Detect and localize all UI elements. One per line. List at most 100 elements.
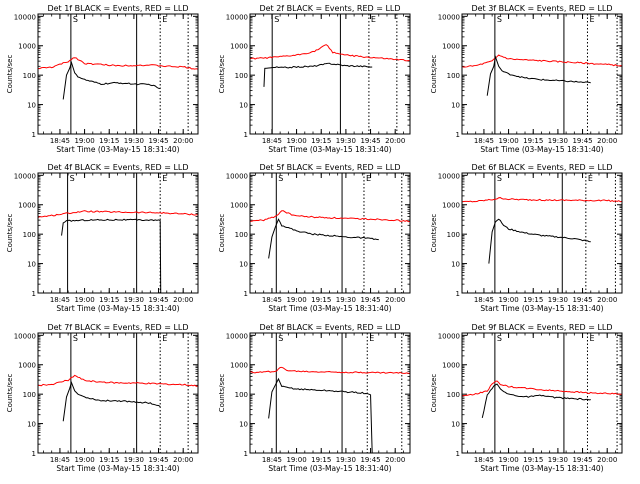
y-tick-label: 100	[447, 391, 460, 399]
lld-series-line	[249, 366, 411, 374]
x-tick-label: 19:00	[74, 296, 94, 304]
panel-6: Det 6f BLACK = Events, RED = LLD 1 10 100 10…	[430, 163, 623, 313]
y-tick-label: 1	[456, 290, 460, 298]
x-tick-label: 20:00	[385, 296, 405, 304]
x-tick-label: 18:45	[262, 137, 282, 145]
y-tick-label: 1	[32, 450, 36, 458]
y-tick-label: 10000	[226, 13, 248, 21]
lld-series-line	[37, 210, 199, 219]
x-tick-label: 19:30	[336, 137, 356, 145]
y-tick-label: 100	[23, 391, 36, 399]
panel-title: Det 3f BLACK = Events, RED = LLD	[471, 4, 612, 13]
panel-title: Det 4f BLACK = Events, RED = LLD	[47, 163, 188, 172]
x-tick-label: 19:00	[74, 137, 94, 145]
end-marker-label: E	[371, 15, 376, 24]
end-marker-label: E	[366, 174, 371, 183]
x-tick-label: 19:45	[360, 456, 380, 464]
end-marker-label: E	[162, 334, 167, 343]
events-series-line	[486, 54, 591, 96]
x-tick-label: 19:30	[336, 456, 356, 464]
y-tick-label: 10	[239, 102, 248, 110]
y-tick-label: 10	[451, 421, 460, 429]
end-marker-label: E	[162, 174, 167, 183]
x-tick-label: 20:00	[597, 456, 617, 464]
plot-frame	[461, 332, 623, 454]
events-series-line	[268, 377, 373, 454]
y-tick-label: 100	[23, 231, 36, 239]
x-tick-label: 19:30	[124, 137, 144, 145]
start-marker-label: S	[73, 15, 78, 24]
y-tick-label: 1000	[442, 362, 460, 370]
y-tick-label: 1	[456, 450, 460, 458]
x-tick-label: 19:45	[148, 137, 168, 145]
panel-title: Det 1f BLACK = Events, RED = LLD	[47, 4, 188, 13]
start-marker-label: S	[70, 174, 75, 183]
y-tick-label: 10000	[438, 13, 460, 21]
x-axis-label: Start Time (03-May-15 18:31:40)	[268, 145, 391, 154]
y-tick-label: 1000	[18, 362, 36, 370]
y-tick-label: 10000	[226, 172, 248, 180]
x-tick-label: 19:00	[74, 456, 94, 464]
y-tick-label: 1000	[230, 362, 248, 370]
x-tick-label: 19:30	[548, 137, 568, 145]
panel-title: Det 8f BLACK = Events, RED = LLD	[259, 323, 400, 332]
lld-series-line	[37, 374, 199, 387]
panel-title: Det 7f BLACK = Events, RED = LLD	[47, 323, 188, 332]
lld-series-line	[37, 57, 199, 70]
plot-frame	[249, 332, 411, 454]
x-tick-label: 20:00	[173, 296, 193, 304]
x-tick-label: 18:45	[50, 137, 70, 145]
y-tick-label: 1000	[442, 202, 460, 210]
y-tick-label: 100	[235, 391, 248, 399]
events-series-line	[61, 218, 162, 294]
events-series-line	[488, 218, 591, 264]
x-tick-label: 19:00	[498, 296, 518, 304]
y-tick-label: 10000	[438, 172, 460, 180]
panel-8: Det 8f BLACK = Events, RED = LLD 1 10 100 10…	[218, 323, 411, 473]
x-tick-label: 19:15	[311, 296, 331, 304]
panel-3: Det 3f BLACK = Events, RED = LLD 1 10 100 10…	[430, 4, 623, 154]
y-tick-label: 10000	[14, 332, 36, 340]
x-tick-label: 19:15	[523, 296, 543, 304]
start-marker-label: S	[497, 15, 502, 24]
y-tick-label: 1000	[442, 43, 460, 51]
y-axis-label: Counts/sec	[430, 214, 438, 253]
y-tick-label: 1	[456, 131, 460, 139]
x-tick-label: 19:15	[99, 296, 119, 304]
x-axis-label: Start Time (03-May-15 18:31:40)	[480, 464, 603, 473]
x-tick-label: 18:45	[474, 456, 494, 464]
y-axis-label: Counts/sec	[218, 374, 226, 413]
x-axis-label: Start Time (03-May-15 18:31:40)	[480, 145, 603, 154]
lld-series-line	[249, 210, 411, 223]
panel-4: Det 4f BLACK = Events, RED = LLD 1 10 100 10…	[6, 163, 199, 313]
y-tick-label: 1	[244, 131, 248, 139]
x-axis-label: Start Time (03-May-15 18:31:40)	[268, 464, 391, 473]
end-marker-label: E	[369, 334, 374, 343]
x-tick-label: 19:15	[311, 137, 331, 145]
plot-frame	[37, 332, 199, 454]
events-series-line	[62, 380, 161, 422]
x-tick-label: 19:45	[148, 296, 168, 304]
x-tick-label: 18:45	[50, 296, 70, 304]
x-tick-label: 19:45	[148, 456, 168, 464]
end-marker-label: E	[588, 174, 593, 183]
y-tick-label: 10	[239, 261, 248, 269]
events-series-line	[268, 218, 379, 259]
x-tick-label: 19:15	[523, 137, 543, 145]
y-tick-label: 10	[27, 421, 36, 429]
x-tick-label: 19:30	[124, 296, 144, 304]
start-marker-label: S	[497, 334, 502, 343]
x-tick-label: 18:45	[50, 456, 70, 464]
end-marker-label: E	[589, 15, 594, 24]
x-tick-label: 20:00	[385, 137, 405, 145]
x-tick-label: 19:30	[124, 456, 144, 464]
y-axis-label: Counts/sec	[218, 55, 226, 94]
x-tick-label: 19:45	[572, 137, 592, 145]
x-tick-label: 18:45	[262, 456, 282, 464]
x-tick-label: 19:00	[498, 456, 518, 464]
y-tick-label: 1000	[18, 202, 36, 210]
end-marker-label: E	[589, 334, 594, 343]
y-tick-label: 10000	[226, 332, 248, 340]
lld-series-line	[249, 44, 411, 62]
